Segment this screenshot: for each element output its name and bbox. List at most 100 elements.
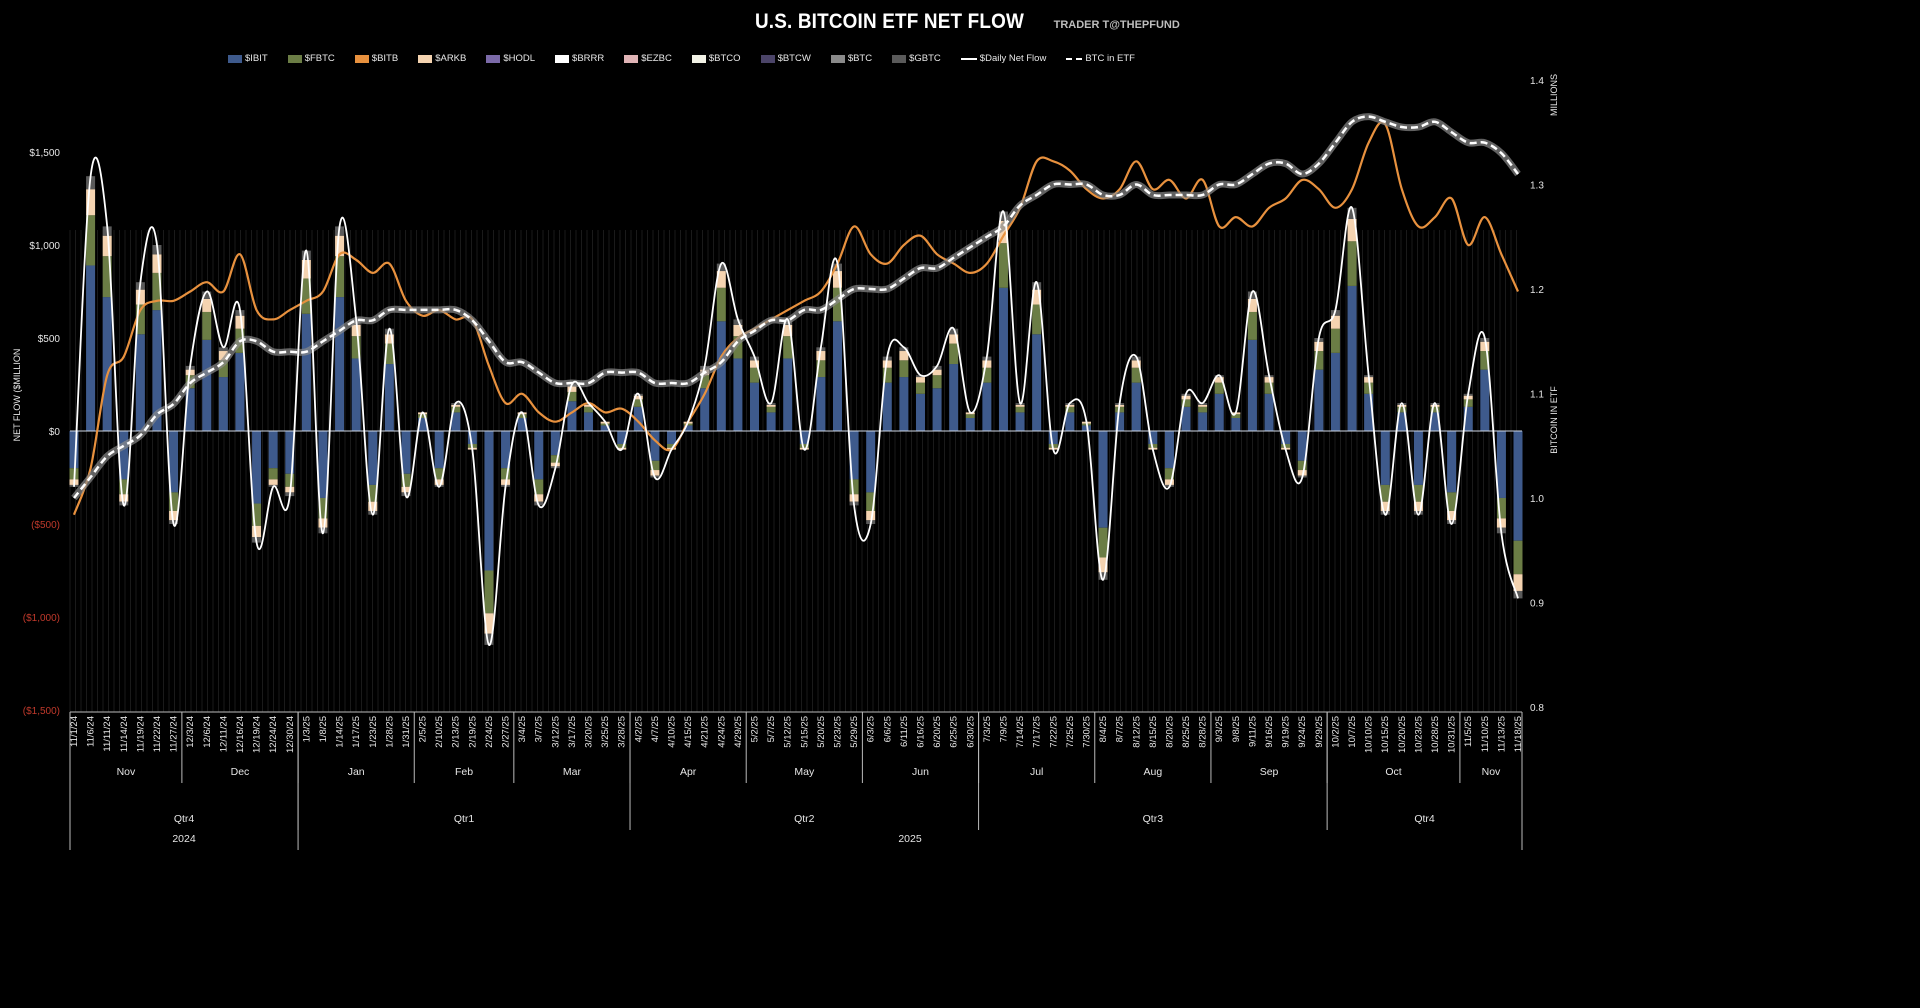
legend-label: $BRRR	[572, 53, 605, 64]
bar-segment	[1115, 412, 1125, 431]
x-tick-label: 1/14/25	[335, 716, 346, 748]
bar-segment	[1032, 334, 1042, 431]
y-tick-label: ($1,000)	[23, 613, 60, 624]
bar-segment	[866, 431, 876, 493]
bar-segment	[268, 431, 278, 469]
x-tick-label: 7/3/25	[982, 716, 993, 742]
bar-segment	[1181, 395, 1191, 400]
x-tick-label: 5/23/25	[832, 716, 843, 748]
bar-segment	[517, 417, 527, 431]
bar-segment	[1413, 431, 1423, 485]
x-tick-label: 8/12/25	[1131, 716, 1142, 748]
bar-segment	[86, 189, 96, 216]
legend-swatch	[691, 54, 706, 63]
bar-segment	[384, 364, 394, 431]
bar-segment	[633, 406, 643, 431]
bar-segment	[384, 334, 394, 344]
bar-segment	[965, 417, 975, 431]
legend-label: $BTCO	[708, 53, 741, 64]
bar-segment	[467, 431, 477, 445]
x-tick-label: 4/2/25	[633, 716, 644, 742]
x-tick-label: 2/5/25	[418, 716, 429, 742]
bar-segment	[1447, 492, 1457, 511]
bar-segment	[633, 395, 643, 400]
x-tick-label: 8/20/25	[1164, 716, 1175, 748]
bar-segment	[1015, 406, 1025, 413]
bar-segment	[1264, 377, 1274, 383]
bar-segment	[119, 431, 129, 480]
bar-segment	[152, 310, 162, 431]
bar-segment	[750, 360, 760, 368]
bar-segment	[335, 297, 345, 431]
bar-segment	[683, 425, 693, 431]
y2-tick-label: 1.4	[1530, 76, 1544, 87]
bar-segment	[235, 315, 245, 329]
bar-segment	[351, 358, 361, 431]
x-tick-label: 5/12/25	[783, 716, 794, 748]
bar-segment	[202, 291, 212, 299]
bar-segment	[650, 460, 660, 471]
bar-segment	[301, 250, 311, 260]
bar-segment	[882, 367, 892, 383]
x-tick-label: 7/22/25	[1048, 716, 1059, 748]
bar-segment	[1098, 572, 1108, 580]
x-tick-label: 12/6/24	[202, 716, 213, 748]
x-tick-label: 11/19/24	[135, 716, 146, 752]
legend-swatch	[287, 54, 302, 63]
bar-segment	[1032, 304, 1042, 335]
x-tick-label: 8/28/25	[1198, 716, 1209, 748]
bar-segment	[1430, 412, 1440, 431]
quarter-label: Qtr1	[454, 813, 475, 825]
x-tick-label: 3/28/25	[617, 716, 628, 748]
x-tick-label: 6/30/25	[965, 716, 976, 748]
x-tick-label: 9/19/25	[1281, 716, 1292, 748]
bar-segment	[1181, 399, 1191, 407]
bar-segment	[401, 486, 411, 493]
bar-segment	[434, 479, 444, 485]
bar-segment	[318, 518, 328, 528]
bar-segment	[899, 347, 909, 352]
legend-item: $FBTC	[287, 53, 335, 64]
bar-segment	[218, 347, 228, 352]
bar-segment	[135, 304, 145, 335]
bar-segment	[534, 479, 544, 495]
bar-segment	[1447, 520, 1457, 524]
bar-segment	[252, 525, 262, 538]
bar-segment	[119, 494, 129, 502]
y-tick-label: $500	[38, 334, 61, 345]
bar-segment	[1164, 479, 1174, 485]
bar-segment	[1380, 501, 1390, 511]
bar-segment	[1314, 369, 1324, 431]
month-label: Jun	[912, 766, 929, 778]
bar-segment	[550, 431, 560, 456]
x-tick-label: 12/11/24	[218, 716, 229, 752]
bar-segment	[633, 399, 643, 407]
bar-segment	[550, 455, 560, 463]
bar-segment	[169, 431, 179, 493]
month-label: Jul	[1030, 766, 1043, 778]
x-tick-label: 5/29/25	[849, 716, 860, 748]
x-tick-label: 10/10/25	[1364, 716, 1375, 753]
x-tick-label: 10/2/25	[1330, 716, 1341, 748]
legend-label: $BTC	[847, 53, 873, 64]
legend-swatch	[555, 54, 570, 63]
bar-segment	[1015, 404, 1025, 407]
x-tick-label: 3/17/25	[567, 716, 578, 748]
bar-segment	[368, 484, 378, 502]
bar-segment	[1397, 412, 1407, 431]
x-tick-label: 4/7/25	[650, 716, 661, 742]
bar-segment	[1413, 484, 1423, 502]
legend-label: $Daily Net Flow	[979, 53, 1047, 64]
bar-segment	[268, 468, 278, 480]
bar-segment	[1264, 382, 1274, 394]
bar-segment	[584, 406, 594, 413]
bar-segment	[716, 263, 726, 272]
bar-segment	[368, 501, 378, 511]
bar-segment	[1397, 403, 1407, 405]
bar-segment	[1247, 339, 1257, 431]
x-tick-label: 12/19/24	[252, 716, 263, 753]
x-tick-label: 5/2/25	[750, 716, 761, 742]
y2-tick-label: 1.1	[1530, 390, 1544, 401]
x-tick-label: 6/6/25	[882, 716, 893, 742]
